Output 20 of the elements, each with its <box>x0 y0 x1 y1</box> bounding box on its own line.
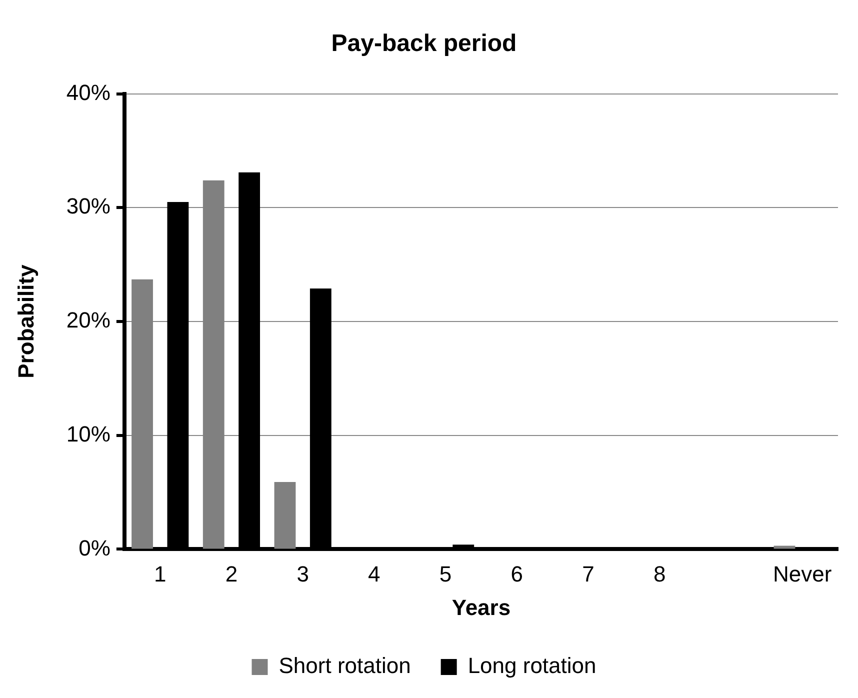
y-tick-label: 40% <box>66 80 110 105</box>
x-tick-label: 3 <box>296 561 309 586</box>
y-tick-label: 0% <box>78 535 110 560</box>
x-tick-label: 8 <box>653 561 666 586</box>
y-axis-title: Probability <box>13 264 38 378</box>
y-tick-label: 10% <box>66 421 110 446</box>
x-tick-label: 4 <box>368 561 380 586</box>
x-axis-title: Years <box>452 594 511 620</box>
chart-title: Pay-back period <box>331 30 517 58</box>
legend-label: Short rotation <box>278 653 411 678</box>
bar <box>274 482 296 549</box>
x-tick-label: 5 <box>439 561 452 586</box>
x-tick-label: 6 <box>510 561 524 586</box>
y-tick-label: 20% <box>66 308 110 333</box>
legend-label: Long rotation <box>468 653 596 678</box>
x-tick-label: 7 <box>582 561 594 586</box>
x-tick-label: 1 <box>154 561 166 586</box>
x-tick-label: Never <box>772 561 832 586</box>
x-tick-label: 2 <box>225 561 238 586</box>
y-tick-label: 30% <box>66 194 110 219</box>
